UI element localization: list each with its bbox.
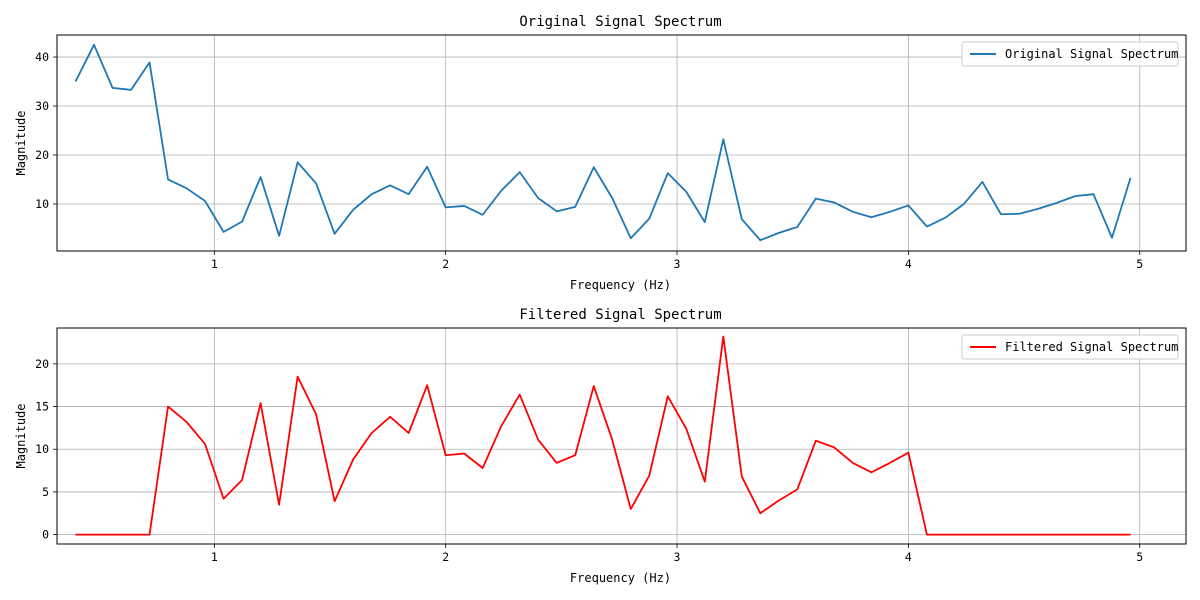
series-layer [74, 43, 1132, 242]
y-axis-label: Magnitude [14, 110, 28, 175]
x-tick-label: 3 [674, 550, 681, 564]
x-tick-label: 1 [211, 257, 218, 271]
legend-label: Filtered Signal Spectrum [1005, 340, 1178, 354]
y-axis-ticks: 10 20 30 40 [35, 50, 57, 211]
x-axis-ticks: 1 2 3 4 5 [211, 251, 1143, 271]
series-line [74, 43, 1132, 242]
series-layer [75, 335, 1131, 536]
y-axis-ticks: 0 5 10 15 20 [35, 357, 57, 542]
x-tick-label: 5 [1136, 550, 1143, 564]
chart-title: Filtered Signal Spectrum [519, 307, 721, 323]
x-tick-label: 1 [211, 550, 218, 564]
plot-border [56, 327, 1187, 545]
x-tick-label: 2 [442, 257, 449, 271]
y-tick-label: 20 [35, 357, 49, 371]
y-tick-label: 5 [42, 485, 49, 499]
y-tick-label: 30 [35, 99, 49, 113]
legend-label: Original Signal Spectrum [1005, 47, 1178, 61]
legend: Filtered Signal Spectrum [961, 334, 1179, 360]
plot-area [57, 328, 1186, 544]
y-axis-label: Magnitude [14, 403, 28, 468]
y-tick-label: 10 [35, 442, 49, 456]
x-tick-label: 3 [674, 257, 681, 271]
chart-title: Original Signal Spectrum [519, 14, 721, 30]
y-tick-label: 40 [35, 50, 49, 64]
x-tick-label: 4 [905, 257, 912, 271]
legend-box [961, 41, 1179, 67]
legend: Original Signal Spectrum [961, 41, 1179, 67]
x-axis-label: Frequency (Hz) [570, 278, 671, 292]
x-axis-ticks: 1 2 3 4 5 [211, 544, 1143, 564]
y-tick-label: 10 [35, 197, 49, 211]
x-axis-label: Frequency (Hz) [570, 571, 671, 585]
x-tick-label: 5 [1136, 257, 1143, 271]
y-tick-label: 0 [42, 528, 49, 542]
x-tick-label: 4 [905, 550, 912, 564]
plot-border [56, 34, 1187, 252]
y-tick-label: 15 [35, 400, 49, 414]
legend-box [961, 334, 1179, 360]
x-tick-label: 2 [442, 550, 449, 564]
series-line [75, 335, 1131, 536]
y-tick-label: 20 [35, 148, 49, 162]
